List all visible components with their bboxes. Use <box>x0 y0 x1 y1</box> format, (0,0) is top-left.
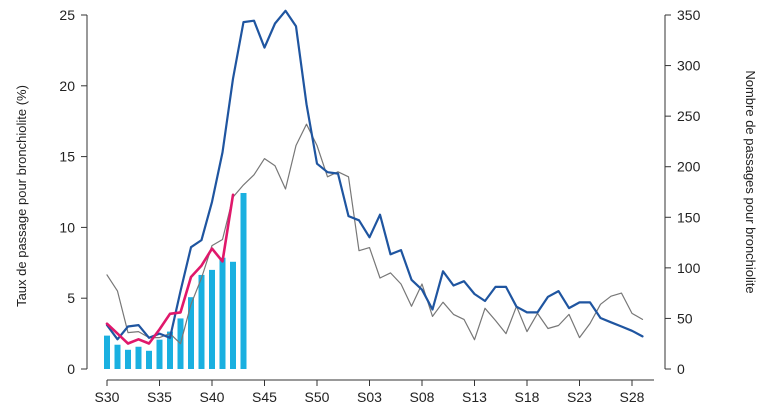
current-season-rate-line <box>105 193 235 345</box>
left-y-axis-title: Taux de passage pour bronchiolite (%) <box>14 85 29 307</box>
left-y-tick-label: 5 <box>67 290 75 306</box>
axes <box>81 14 671 386</box>
previous-season-count-line <box>106 123 644 345</box>
bar <box>104 335 110 369</box>
bar <box>156 339 163 369</box>
left-y-tick-label: 0 <box>67 361 75 377</box>
x-tick-label: S50 <box>305 389 330 405</box>
right-y-axis-title: Nombre de passages pour bronchiolite <box>743 70 758 293</box>
right-y-tick-label: 200 <box>677 159 701 175</box>
right-y-tick-label: 100 <box>677 260 701 276</box>
x-tick-label: S35 <box>147 389 172 405</box>
bar <box>198 274 205 369</box>
left-y-tick-label: 20 <box>59 78 75 94</box>
bar <box>146 350 152 369</box>
bar <box>135 346 142 369</box>
right-y-tick-label: 0 <box>677 361 685 377</box>
right-y-tick-label: 250 <box>677 108 701 124</box>
x-tick-label: S13 <box>462 389 487 405</box>
x-tick-label: S45 <box>252 389 277 405</box>
line-series <box>105 9 644 345</box>
x-tick-label: S23 <box>567 389 592 405</box>
bar <box>188 297 194 369</box>
right-y-tick-label: 350 <box>677 7 701 23</box>
x-tick-label: S18 <box>515 389 540 405</box>
x-tick-label: S03 <box>357 389 382 405</box>
left-y-tick-label: 25 <box>59 7 75 23</box>
left-y-tick-label: 15 <box>59 149 75 165</box>
bar <box>230 261 236 369</box>
x-tick-label: S30 <box>95 389 120 405</box>
right-y-tick-label: 150 <box>677 209 701 225</box>
bar <box>167 331 173 369</box>
x-tick-label: S40 <box>200 389 225 405</box>
right-y-tick-label: 300 <box>677 58 701 74</box>
bar <box>125 349 131 369</box>
left-y-tick-label: 10 <box>59 219 75 235</box>
x-tick-label: S08 <box>410 389 435 405</box>
bar <box>209 269 215 369</box>
bar <box>219 257 226 369</box>
x-tick-label: S28 <box>620 389 645 405</box>
bar <box>114 344 121 369</box>
previous-season-rate-line <box>105 9 644 341</box>
bar <box>240 193 247 369</box>
right-y-tick-label: 50 <box>677 310 693 326</box>
